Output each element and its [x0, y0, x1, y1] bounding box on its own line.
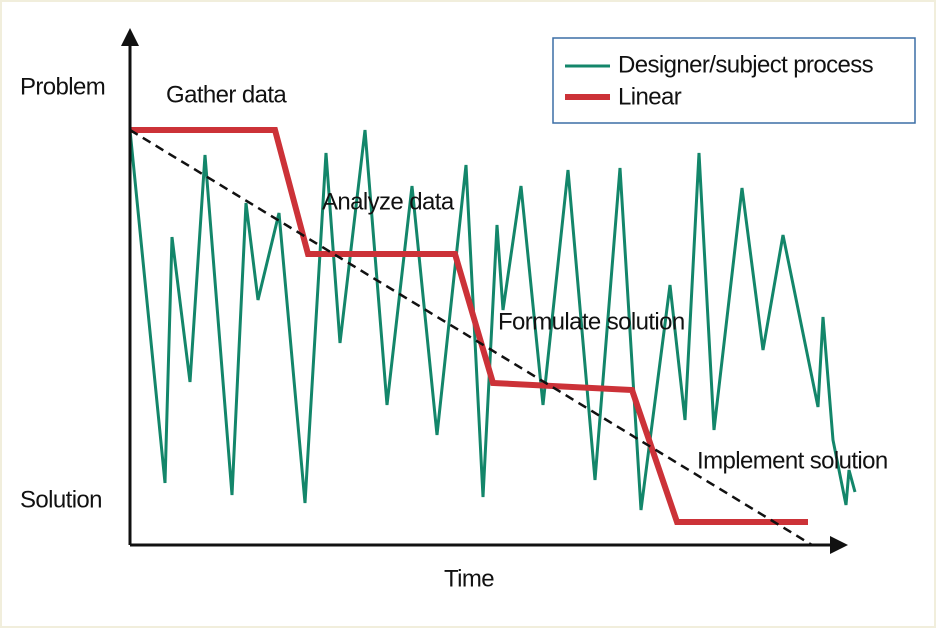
x-axis-arrow: [830, 536, 848, 554]
y-top-label: Problem: [20, 73, 105, 100]
legend-box: [552, 37, 916, 124]
phase-label: Gather data: [166, 81, 287, 108]
x-axis-label: Time: [444, 565, 494, 592]
phase-label: Analyze data: [322, 188, 455, 215]
y-bottom-label: Solution: [20, 486, 102, 513]
linear-line: [130, 127, 808, 525]
legend-label: Linear: [618, 83, 682, 110]
y-axis-arrow: [121, 28, 139, 46]
trend-line: [129, 128, 813, 547]
phase-label: Implement solution: [697, 447, 888, 474]
phase-label: Formulate solution: [498, 308, 685, 335]
legend-label: Designer/subject process: [618, 51, 874, 78]
designer-process-line: [128, 129, 857, 511]
